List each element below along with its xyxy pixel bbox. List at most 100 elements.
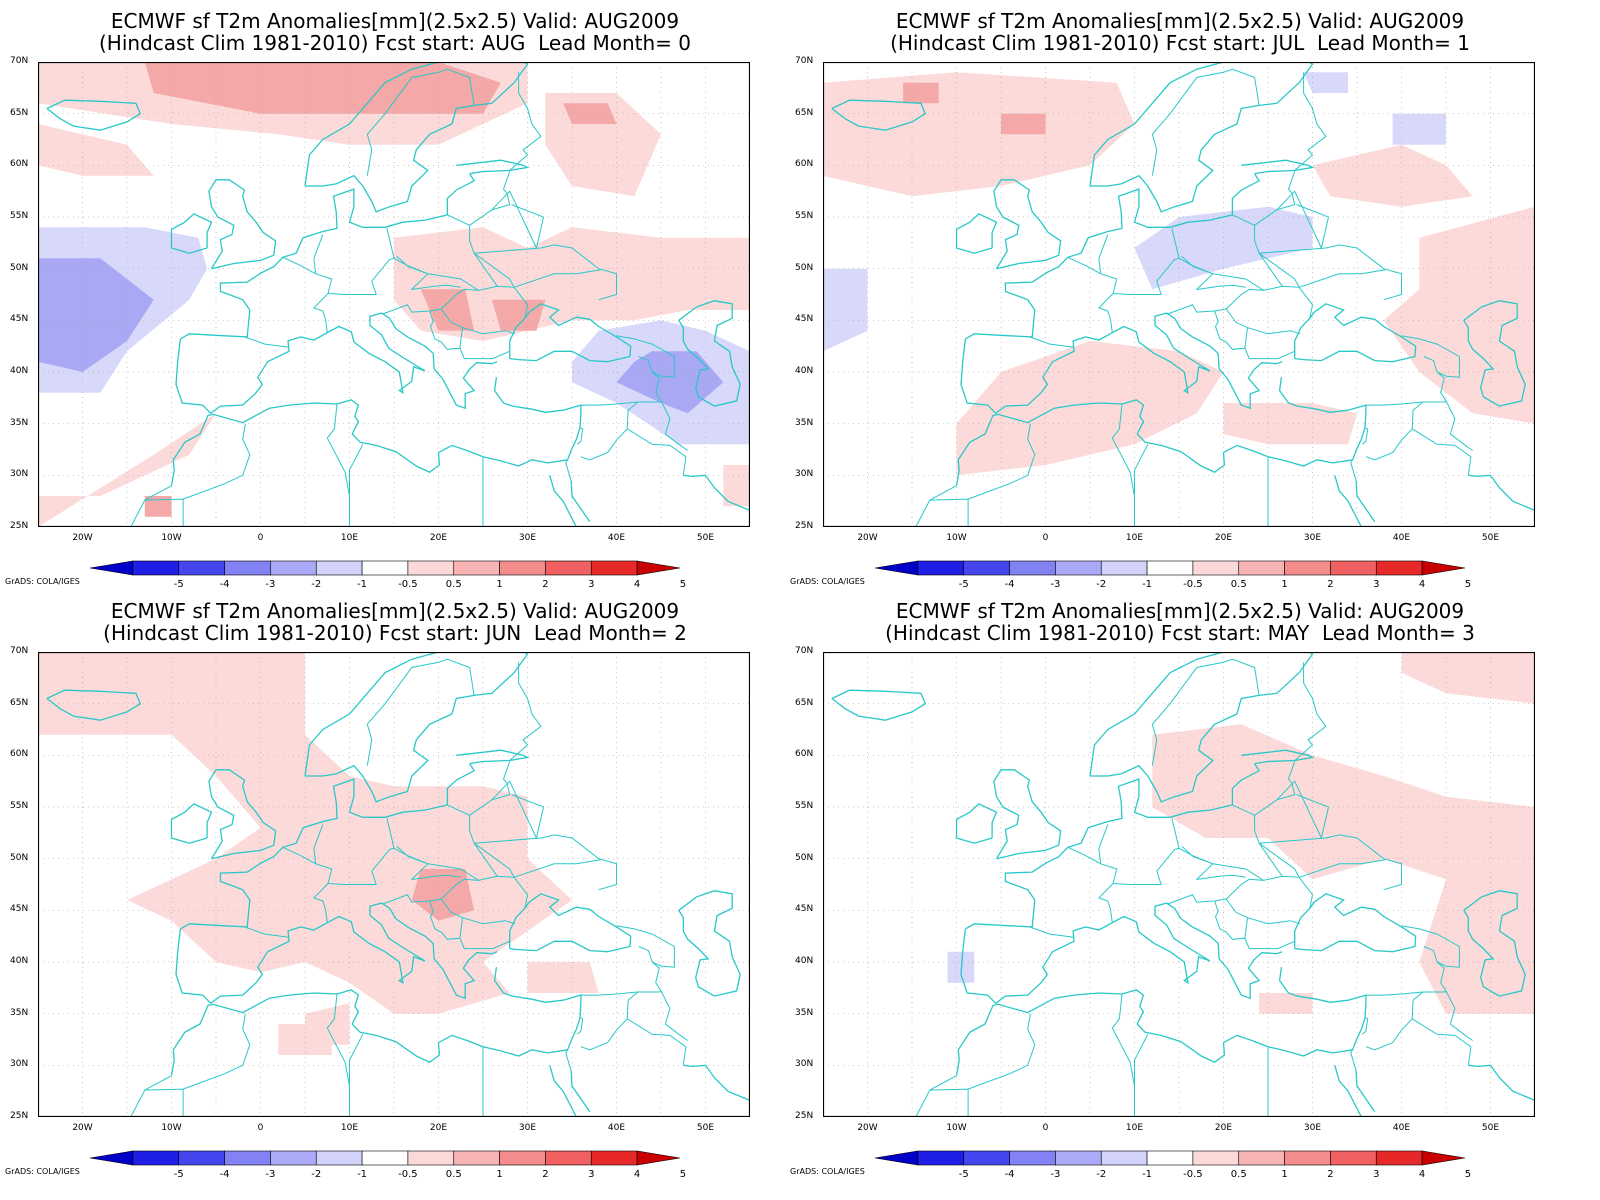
lat-tick-label: 45N <box>795 314 814 325</box>
border-line <box>349 444 364 527</box>
coastline <box>46 689 142 721</box>
map-panel-lead-1: ECMWF sf T2m Anomalies[mm](2.5x2.5) Vali… <box>785 0 1575 600</box>
colorbar-segment <box>1375 1150 1423 1166</box>
colorbar-label: -4 <box>1005 579 1015 590</box>
border-line <box>626 1018 687 1066</box>
colorbar-label: -0.5 <box>398 579 418 590</box>
colorbar-arrow-left <box>89 1150 134 1166</box>
colorbar-label: -0.5 <box>1183 579 1203 590</box>
lon-tick-label: 20W <box>857 1123 878 1133</box>
border-line <box>1294 662 1327 761</box>
colorbar-label: 3 <box>1373 1169 1379 1180</box>
coastline <box>175 312 498 415</box>
border-line <box>410 863 461 880</box>
border-line <box>491 190 537 249</box>
colorbar-label: 4 <box>634 1169 640 1180</box>
lon-tick-label: 20E <box>429 1123 448 1133</box>
coastline <box>955 399 1353 486</box>
coastline <box>965 173 1261 340</box>
colorbar-arrow-right <box>1421 1150 1466 1166</box>
colorbar-label: -2 <box>1096 1169 1106 1180</box>
lat-tick-label: 45N <box>10 314 29 325</box>
anomaly-patch <box>527 962 599 993</box>
colorbar-label: 0.5 <box>1231 579 1247 590</box>
border-line <box>130 498 184 527</box>
colorbar-arrow-left <box>89 560 134 576</box>
colorbar-arrow-right <box>1421 560 1466 576</box>
colorbar-segment <box>917 560 965 576</box>
coastline <box>678 300 741 407</box>
colorbar-arrow-left <box>874 1150 919 1166</box>
credit-text: GrADS: COLA/IGES <box>790 577 865 586</box>
colorbar-label: 2 <box>542 579 548 590</box>
coastline <box>683 1064 750 1102</box>
colorbar-label: -5 <box>959 1169 969 1180</box>
border-line <box>1098 824 1109 864</box>
lon-tick-label: 30E <box>1303 1123 1322 1133</box>
border-line <box>1111 993 1135 1087</box>
border-line <box>1111 403 1135 497</box>
border-line <box>1350 459 1357 481</box>
lon-tick-label: 0 <box>257 533 264 543</box>
anomaly-patch <box>903 82 939 104</box>
lat-tick-label: 45N <box>10 904 29 915</box>
border-line <box>396 255 428 275</box>
lon-tick-label: 30E <box>518 533 537 543</box>
border-line <box>1296 794 1330 839</box>
lon-tick-label: 40E <box>1392 533 1411 543</box>
map-frame <box>823 652 1535 1117</box>
coastline <box>549 475 581 527</box>
border-line <box>144 485 172 501</box>
border-line <box>1254 171 1296 226</box>
border-line <box>1029 926 1075 938</box>
colorbar-segment <box>499 560 546 576</box>
border-line <box>429 900 510 950</box>
border-line <box>1134 444 1149 527</box>
anomaly-patch <box>38 124 154 176</box>
lat-tick-label: 60N <box>10 749 29 760</box>
lon-tick-label: 40E <box>1392 1123 1411 1133</box>
colorbar-segment <box>407 560 455 576</box>
colorbar-label: -4 <box>220 1169 230 1180</box>
border-line <box>1167 288 1264 315</box>
border-line <box>511 204 545 249</box>
coastline <box>960 902 1283 1005</box>
border-line <box>1365 371 1447 406</box>
colorbar-segment <box>1192 560 1240 576</box>
colorbar-label: 3 <box>1373 579 1379 590</box>
border-line <box>565 1049 572 1071</box>
coastline <box>170 399 568 486</box>
coastline <box>170 803 213 844</box>
border-line <box>366 661 439 766</box>
colorbar-segment <box>453 1150 500 1166</box>
lat-tick-label: 40N <box>10 366 29 376</box>
anomaly-patch <box>823 268 868 352</box>
border-line <box>1365 401 1424 461</box>
coastline <box>955 213 998 254</box>
border-line <box>513 269 601 288</box>
anomaly-patch <box>38 258 154 372</box>
border-line <box>660 400 688 451</box>
border-line <box>1134 1034 1149 1117</box>
colorbar-segment <box>590 560 638 576</box>
lat-tick-label: 70N <box>795 56 814 66</box>
border-line <box>1181 255 1213 275</box>
colorbar-arrow-right <box>636 1150 681 1166</box>
lat-tick-label: 50N <box>795 852 814 863</box>
lat-tick-label: 55N <box>795 211 814 221</box>
lat-tick-label: 50N <box>10 852 29 863</box>
coastline <box>570 480 591 523</box>
coastline <box>1241 159 1315 175</box>
colorbar-label: 5 <box>680 579 686 590</box>
lat-tick-label: 65N <box>795 107 814 118</box>
lon-tick-label: 10E <box>340 1123 359 1133</box>
border-line <box>440 898 463 919</box>
border-line <box>1361 1017 1369 1035</box>
lat-tick-label: 30N <box>795 1059 814 1070</box>
border-line <box>509 662 542 761</box>
coastline <box>683 474 750 512</box>
coastline <box>46 99 142 131</box>
anomaly-patch <box>144 496 172 517</box>
map-frame <box>38 652 750 1117</box>
border-line <box>1151 71 1224 176</box>
